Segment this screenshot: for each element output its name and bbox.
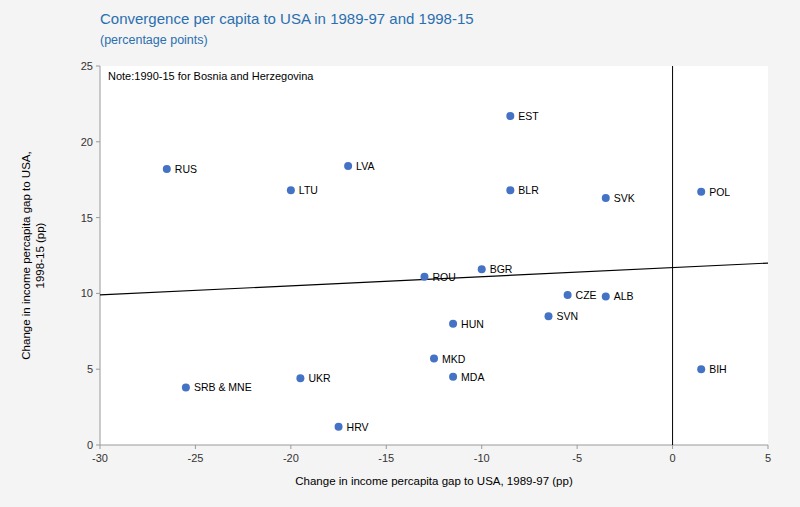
x-tick (100, 445, 101, 449)
x-tick-label: -25 (187, 452, 203, 464)
point-label: MKD (442, 353, 466, 365)
marks (100, 66, 768, 445)
y-tick-label: 20 (81, 136, 93, 148)
point-label: POL (709, 186, 730, 198)
scatter-point (449, 373, 457, 381)
point-label: HRV (347, 421, 369, 433)
note: Note:1990-15 for Bosnia and Herzegovina (108, 70, 314, 82)
x-tick (481, 445, 482, 449)
zero-line (672, 66, 673, 445)
scatter-point (182, 383, 190, 391)
x-tick (290, 445, 291, 449)
point-label: CZE (576, 289, 597, 301)
y-axis-line (100, 66, 101, 445)
scatter-point (335, 423, 343, 431)
chart-svg: Convergence per capita to USA in 1989-97… (0, 0, 800, 507)
x-tick (577, 445, 578, 449)
y-tick-label: 0 (87, 439, 93, 451)
scatter-point (545, 312, 553, 320)
x-axis-label: Change in income percapita gap to USA, 1… (295, 475, 573, 487)
scatter-point (697, 188, 705, 196)
point-label: HUN (461, 318, 484, 330)
scatter-point (506, 112, 514, 120)
x-tick (195, 445, 196, 449)
scatter-point (296, 374, 304, 382)
subtitle: (percentage points) (100, 33, 208, 47)
point-label: LVA (356, 160, 374, 172)
point-label: SRB & MNE (194, 381, 252, 393)
y-tick-label: 5 (87, 363, 93, 375)
x-tick-label: -20 (283, 452, 299, 464)
x-axis-line (100, 445, 768, 446)
y-tick-label: 10 (81, 287, 93, 299)
scatter-point (420, 273, 428, 281)
x-tick-label: -10 (474, 452, 490, 464)
point-label: BGR (490, 263, 513, 275)
y-tick (96, 66, 100, 67)
scatter-point (430, 355, 438, 363)
scatter-point (602, 292, 610, 300)
y-axis-label: Change in income percapita gap to USA,19… (20, 151, 46, 359)
x-tick (672, 445, 673, 449)
scatter-point (506, 186, 514, 194)
scatter-point (602, 194, 610, 202)
x-tick-label: 5 (765, 452, 771, 464)
y-tick-label: 25 (81, 60, 93, 72)
point-label: ALB (614, 290, 634, 302)
y-tick (96, 445, 100, 446)
y-tick (96, 369, 100, 370)
x-tick-label: 0 (670, 452, 676, 464)
point-label: MDA (461, 371, 484, 383)
scatter-point (287, 186, 295, 194)
point-label: EST (518, 110, 539, 122)
plot-area (100, 66, 768, 445)
point-label: UKR (308, 372, 331, 384)
point-label: BIH (709, 363, 727, 375)
trend-line (100, 263, 768, 295)
x-tick (386, 445, 387, 449)
scatter-point (163, 165, 171, 173)
scatter-point (564, 291, 572, 299)
point-label: ROU (432, 271, 455, 283)
point-label: LTU (299, 184, 318, 196)
y-tick-label: 15 (81, 212, 93, 224)
chart-container: Convergence per capita to USA in 1989-97… (0, 0, 800, 507)
scatter-point (697, 365, 705, 373)
x-tick-label: -5 (572, 452, 582, 464)
x-tick-label: -30 (92, 452, 108, 464)
scatter-point (449, 320, 457, 328)
point-label: SVN (557, 310, 579, 322)
title: Convergence per capita to USA in 1989-97… (100, 10, 474, 27)
point-label: SVK (614, 192, 635, 204)
scatter-point (478, 265, 486, 273)
x-tick-label: -15 (378, 452, 394, 464)
scatter-point (344, 162, 352, 170)
y-tick (96, 293, 100, 294)
x-tick (768, 445, 769, 449)
y-tick (96, 141, 100, 142)
point-label: RUS (175, 163, 197, 175)
y-tick (96, 217, 100, 218)
point-label: BLR (518, 184, 539, 196)
